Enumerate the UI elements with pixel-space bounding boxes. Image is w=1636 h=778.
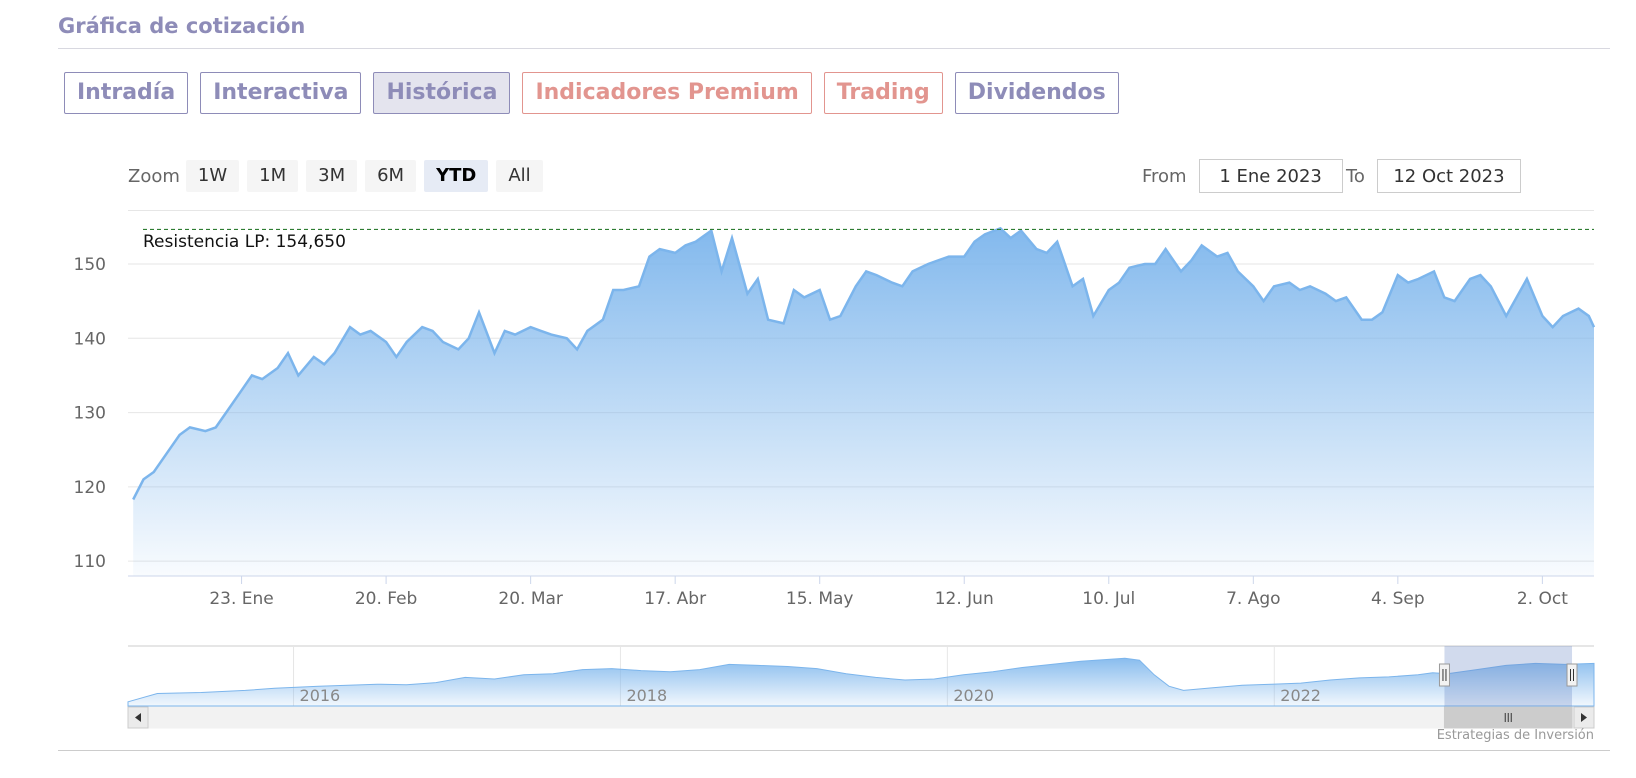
to-label: To	[1346, 165, 1365, 187]
chart-tabs: Intradía Interactiva Histórica Indicadores …	[64, 72, 1119, 114]
chart-credit: Estrategias de Inversión	[1436, 728, 1594, 743]
x-tick-label: 20. Feb	[355, 589, 418, 609]
navigator-year-label: 2020	[953, 686, 994, 705]
zoom-button-6m[interactable]: 6M	[365, 160, 417, 192]
from-range: From	[1142, 159, 1343, 193]
tab-trading[interactable]: Trading	[823, 72, 943, 114]
zoom-button-ytd[interactable]: YTD	[424, 160, 489, 192]
price-area	[133, 228, 1595, 577]
scroll-right-arrow-icon	[1581, 713, 1587, 722]
navigator-selected-window[interactable]	[1444, 646, 1573, 706]
tab-historica[interactable]: Histórica	[373, 72, 511, 114]
zoom-button-all[interactable]: All	[496, 160, 543, 192]
zoom-selector: Zoom 1W 1M 3M 6M YTD All	[128, 160, 551, 192]
to-range: To	[1346, 159, 1521, 193]
tab-dividendos[interactable]: Dividendos	[954, 72, 1119, 114]
y-tick-label: 120	[74, 478, 106, 498]
y-tick-label: 150	[74, 255, 106, 275]
bottom-divider	[58, 750, 1610, 751]
navigator-year-label: 2018	[626, 686, 667, 705]
to-date-input[interactable]	[1376, 159, 1521, 193]
x-tick-label: 12. Jun	[935, 589, 994, 609]
zoom-button-1m[interactable]: 1M	[247, 160, 299, 192]
price-line	[132, 226, 1596, 501]
x-tick-label: 20. Mar	[498, 589, 563, 609]
chart-top-divider	[128, 210, 1594, 211]
y-tick-label: 110	[74, 552, 106, 572]
section-title: Gráfica de cotización	[58, 14, 306, 38]
x-tick-label: 2. Oct	[1517, 589, 1568, 609]
x-tick-label: 7. Ago	[1226, 589, 1280, 609]
x-tick-label: 17. Abr	[644, 589, 706, 609]
x-tick-label: 4. Sep	[1371, 589, 1425, 609]
navigator-labels: 2016 2018 2020 2022	[300, 686, 1321, 705]
navigator-left-handle[interactable]	[1438, 663, 1450, 687]
zoom-label: Zoom	[128, 165, 180, 187]
navigator-year-label: 2022	[1280, 686, 1321, 705]
tab-indicadores-premium[interactable]: Indicadores Premium	[522, 72, 812, 114]
scroll-left-arrow-icon	[135, 713, 141, 722]
navigator-right-handle[interactable]	[1566, 663, 1578, 687]
scrollbar-grip-icon	[1504, 713, 1512, 722]
navigator-area	[127, 657, 1595, 707]
tab-interactiva[interactable]: Interactiva	[200, 72, 362, 114]
x-axis-ticks: 23. Ene 20. Feb 20. Mar 17. Abr 15. May 12. J…	[209, 576, 1568, 609]
from-label: From	[1142, 165, 1187, 187]
y-tick-label: 130	[74, 404, 106, 424]
navigator-year-label: 2016	[300, 686, 341, 705]
tab-intradia[interactable]: Intradía	[64, 72, 189, 114]
y-tick-label: 140	[74, 329, 106, 349]
from-date-input[interactable]	[1198, 159, 1343, 193]
x-tick-label: 10. Jul	[1082, 589, 1135, 609]
title-divider	[58, 48, 1610, 49]
zoom-button-3m[interactable]: 3M	[306, 160, 358, 192]
zoom-button-1w[interactable]: 1W	[185, 160, 240, 192]
y-axis-ticks: 110 120 130 140 150	[74, 255, 106, 572]
resistance-label: Resistencia LP: 154,650	[143, 232, 346, 252]
x-tick-label: 15. May	[786, 589, 854, 609]
x-tick-label: 23. Ene	[209, 589, 273, 609]
navigator: 2016 2018 2020 2022	[127, 645, 1595, 729]
scrollbar-track[interactable]	[127, 706, 1595, 729]
